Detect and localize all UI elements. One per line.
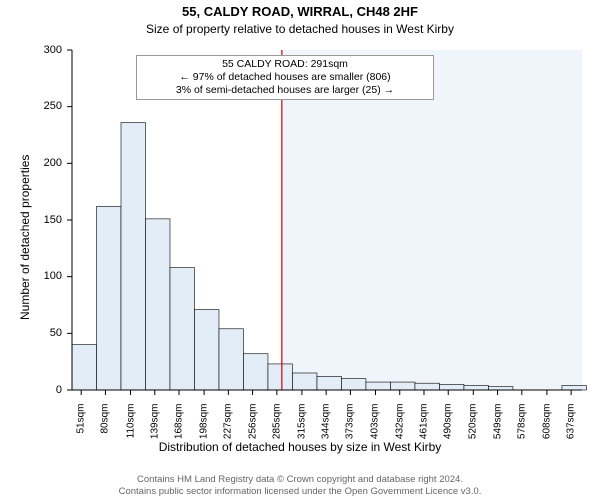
x-tick-label: 432sqm (394, 404, 405, 454)
y-tick-label: 0 (0, 384, 62, 396)
footer-line1: Contains HM Land Registry data © Crown c… (0, 474, 600, 486)
y-tick-label: 50 (0, 327, 62, 339)
x-tick-label: 168sqm (174, 404, 185, 454)
x-tick-label: 139sqm (149, 404, 160, 454)
x-tick-label: 198sqm (199, 404, 210, 454)
x-tick-label: 490sqm (443, 404, 454, 454)
x-tick-label: 344sqm (321, 404, 332, 454)
y-tick-label: 250 (0, 100, 62, 112)
x-tick-label: 51sqm (76, 404, 87, 454)
y-axis-label: Number of detached properties (18, 155, 32, 320)
histogram-svg (72, 50, 582, 390)
x-tick-label: 403sqm (370, 404, 381, 454)
x-tick-label: 256sqm (247, 404, 258, 454)
x-tick-label: 110sqm (125, 404, 136, 454)
x-tick-label: 637sqm (566, 404, 577, 454)
x-tick-label: 608sqm (541, 404, 552, 454)
footer-text: Contains HM Land Registry data © Crown c… (0, 474, 600, 498)
x-tick-label: 373sqm (345, 404, 356, 454)
x-tick-label: 549sqm (492, 404, 503, 454)
callout-line2: ← 97% of detached houses are smaller (80… (143, 71, 427, 84)
chart-subtitle: Size of property relative to detached ho… (0, 22, 600, 36)
x-tick-label: 520sqm (468, 404, 479, 454)
x-tick-label: 285sqm (271, 404, 282, 454)
x-tick-label: 315sqm (296, 404, 307, 454)
callout-box: 55 CALDY ROAD: 291sqm ← 97% of detached … (136, 55, 434, 100)
callout-line1: 55 CALDY ROAD: 291sqm (143, 58, 427, 71)
x-tick-label: 80sqm (100, 404, 111, 454)
callout-line3: 3% of semi-detached houses are larger (2… (143, 84, 427, 97)
x-tick-label: 461sqm (418, 404, 429, 454)
y-tick-label: 150 (0, 214, 62, 226)
histogram-plot (72, 50, 582, 390)
x-tick-label: 227sqm (223, 404, 234, 454)
chart-container: 55, CALDY ROAD, WIRRAL, CH48 2HF Size of… (0, 0, 600, 500)
y-tick-label: 200 (0, 157, 62, 169)
y-tick-label: 100 (0, 270, 62, 282)
x-tick-label: 578sqm (516, 404, 527, 454)
y-tick-label: 300 (0, 44, 62, 56)
chart-title: 55, CALDY ROAD, WIRRAL, CH48 2HF (0, 4, 600, 19)
footer-line2: Contains public sector information licen… (0, 486, 600, 498)
